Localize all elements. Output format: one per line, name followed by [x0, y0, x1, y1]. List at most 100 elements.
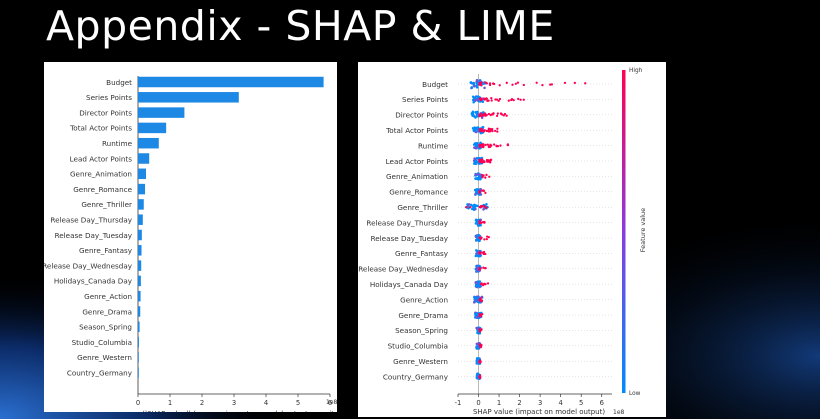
bar [138, 290, 141, 302]
bee-category-label: Season_Spring [395, 326, 448, 335]
bee-point [485, 235, 489, 238]
colorbar [622, 70, 626, 393]
bar [138, 168, 146, 180]
bee-point [505, 114, 508, 117]
bee-point [481, 251, 484, 254]
bee-point [517, 97, 520, 101]
bee-x-tick-label: -1 [455, 399, 462, 407]
bee-point [485, 173, 488, 177]
bar-category-label: Release Day_Wednesday [44, 261, 133, 270]
bee-point [487, 130, 490, 133]
bar [138, 352, 139, 363]
bee-point [474, 144, 478, 147]
bee-point [475, 112, 478, 115]
bee-point [469, 206, 472, 209]
bar [138, 336, 139, 348]
bee-point [475, 357, 479, 360]
bee-point [486, 99, 489, 102]
bee-point [480, 131, 483, 135]
bee-category-label: Series Points [402, 95, 448, 104]
bee-category-label: Runtime [418, 141, 449, 150]
bee-point [470, 207, 474, 211]
bar-category-label: Genre_Drama [82, 307, 132, 316]
bee-point [495, 114, 499, 118]
bee-point [498, 97, 502, 101]
bee-point [473, 296, 476, 299]
bar-category-label: Country_Germany [67, 369, 133, 378]
bee-point [573, 81, 576, 85]
bee-point [472, 100, 475, 104]
bee-point [481, 174, 484, 177]
bee-point [478, 328, 481, 331]
bee-point [478, 343, 481, 346]
bee-point [480, 282, 483, 285]
bee-point [476, 236, 479, 240]
bee-point [481, 175, 484, 179]
bar [138, 321, 140, 333]
bee-point [478, 267, 481, 270]
bee-x-tick-label: 1 [497, 399, 501, 407]
bee-x-tick-label: 5 [579, 399, 583, 407]
bee-point [477, 296, 480, 299]
bee-point [478, 115, 481, 118]
bee-point [480, 116, 484, 120]
bar [138, 107, 185, 118]
bar [138, 92, 239, 103]
bar [138, 229, 142, 241]
bee-category-label: Genre_Thriller [397, 203, 448, 212]
shap-bar-chart-panel: Budget Series Points Director Points Total … [44, 62, 337, 412]
shap-beeswarm-chart: Budget Series Points Director Points Total … [358, 68, 647, 416]
bee-point [480, 143, 483, 147]
bee-point [474, 218, 478, 222]
bee-category-label: Director Points [395, 111, 448, 120]
bee-point [512, 98, 515, 102]
bee-point [485, 129, 488, 133]
bee-category-label: Genre_Western [393, 357, 448, 366]
bee-point [487, 160, 490, 163]
bar [138, 275, 141, 287]
bee-point [474, 188, 478, 192]
bee-point [480, 313, 483, 317]
bar-x-tick-label: 4 [264, 399, 268, 407]
bee-point [479, 221, 483, 224]
bee-point [476, 79, 479, 82]
bee-point [491, 127, 494, 131]
bee-category-label: Release Day_Wednesday [358, 265, 449, 274]
bee-point [473, 203, 476, 207]
bee-x-tick-label: 4 [559, 399, 563, 407]
bee-point [490, 99, 493, 102]
bee-point [496, 112, 499, 115]
bar-scale-label: 1e8 [326, 399, 337, 406]
bar [138, 153, 150, 164]
bee-point [519, 98, 522, 101]
bee-point [476, 177, 480, 181]
bar-category-label: Genre_Action [84, 292, 132, 301]
colorbar-low-label: Low [629, 391, 641, 397]
bee-category-label: Lead Actor Points [386, 157, 449, 166]
bee-point [485, 82, 489, 85]
bee-point [496, 130, 499, 133]
bee-point [479, 145, 482, 148]
bar-category-label: Runtime [102, 139, 133, 148]
bee-point [478, 189, 482, 192]
bar-x-tick-label: 6 [328, 399, 332, 407]
bee-point [484, 191, 487, 195]
bee-point [469, 203, 473, 207]
bee-point [507, 99, 510, 102]
bee-x-tick-label: 2 [517, 399, 521, 407]
bar-category-label: Studio_Columbia [72, 338, 132, 347]
bee-point [480, 83, 483, 87]
bee-point [473, 98, 477, 102]
bee-point [486, 282, 490, 285]
bee-point [511, 83, 514, 86]
bee-point [475, 156, 479, 160]
bee-point [475, 267, 479, 271]
bee-point [474, 238, 478, 242]
bar [138, 214, 143, 225]
bee-point [474, 173, 478, 176]
bee-x-axis-title: SHAP value (impact on model output) [473, 408, 605, 416]
bee-category-label: Release Day_Tuesday [371, 234, 449, 243]
bee-point [465, 206, 468, 209]
bee-point [488, 82, 492, 85]
bee-point [563, 81, 567, 85]
